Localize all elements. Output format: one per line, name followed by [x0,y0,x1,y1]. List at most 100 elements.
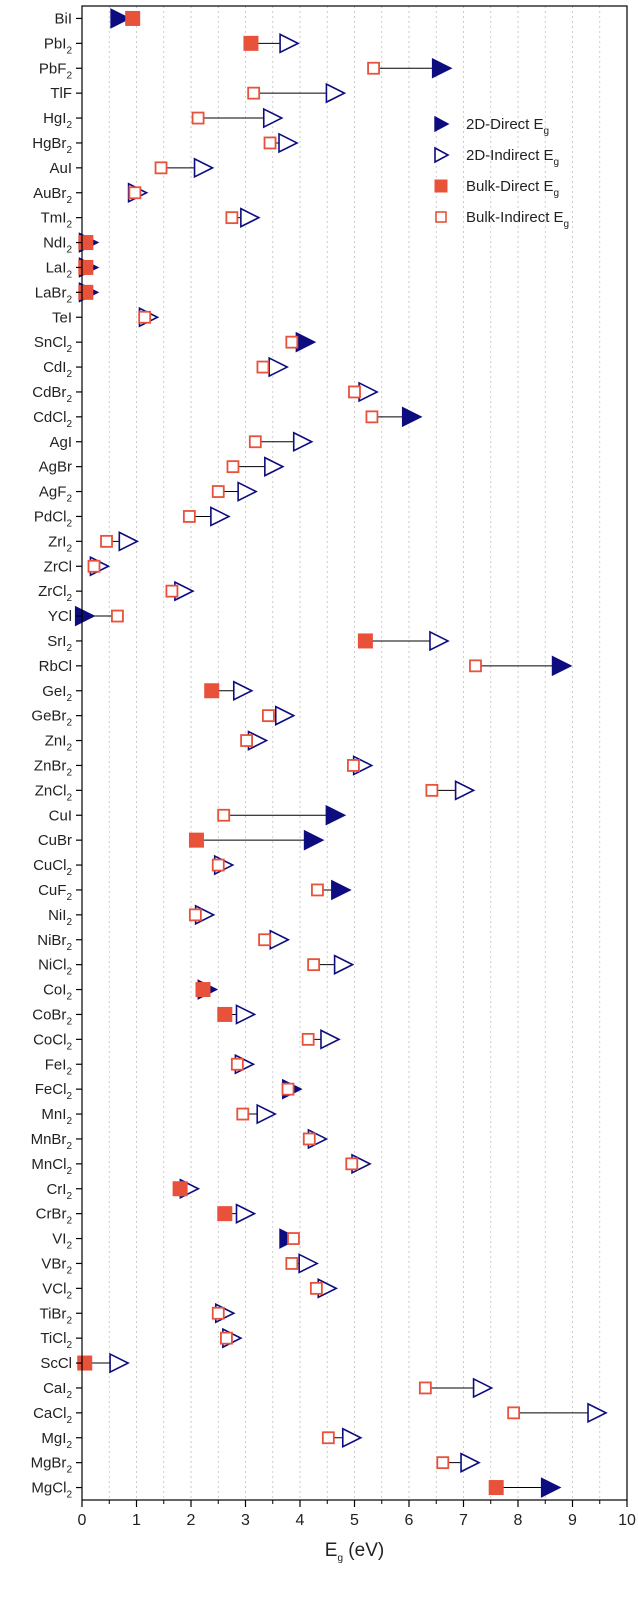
bulk-indirect-marker [236,1107,250,1121]
legend-label-sub: g [564,219,570,230]
bulk-indirect-marker [138,310,152,324]
bulk-indirect-marker [507,1406,521,1420]
2d-indirect-marker [298,1253,319,1274]
category-label-sub: 2 [66,743,72,754]
category-label: CoBr2 [32,1006,72,1027]
category-label-main: VCl [42,1280,66,1297]
category-label-main: FeCl [35,1081,67,1098]
2d-direct-marker [325,804,347,826]
category-label-main: HgI [43,110,66,127]
2d-indirect-marker [269,929,291,951]
category-label-sub: 2 [66,1141,72,1152]
2d-direct-marker [431,57,453,79]
category-label-main: TeI [52,309,72,326]
legend-2d-indirect-symbol [434,146,450,164]
category-label: NiI2 [48,907,72,928]
2d-indirect-marker [325,82,347,104]
category-label: MgCl2 [31,1480,72,1501]
2d-indirect-marker [262,107,284,129]
category-label: BiI [54,10,72,27]
bulk-indirect-marker [469,659,482,673]
bulk-indirect-marker [301,1032,315,1046]
category-label-main: AgBr [39,459,72,476]
bulk-indirect-marker [211,485,225,498]
x-axis-title-sub: g [337,1553,343,1564]
category-label-sub: 2 [66,294,72,305]
category-label-main: MgCl [31,1480,66,1497]
category-label-sub: 2 [66,1241,72,1252]
2d-indirect-marker [268,356,289,378]
bulk-indirect-marker [425,783,439,797]
category-label-sub: 2 [66,1041,72,1052]
bulk-direct-marker [217,1206,233,1222]
category-label-sub: 2 [66,220,72,231]
category-label-main: PbF [39,60,67,77]
category-label: ZnCl2 [35,782,73,803]
legend-label-main: 2D-Indirect E [466,147,554,164]
category-label-main: TiBr [39,1305,66,1322]
category-label-sub: 2 [66,1415,72,1426]
category-label-main: TiCl [40,1330,66,1347]
bulk-indirect-marker [217,808,231,822]
x-tick-label: 0 [78,1512,87,1529]
category-label-sub: 2 [66,1340,72,1351]
category-label: CaCl2 [33,1405,72,1426]
category-label-main: AuBr [33,185,66,202]
category-label: ZrCl [44,558,72,575]
legend-label-sub: g [554,157,560,168]
category-label: NdI2 [43,235,72,256]
2d-indirect-marker [237,481,258,502]
2d-indirect-marker [587,1402,608,1424]
bulk-indirect-marker [211,1306,225,1320]
category-label-main: PdCl [34,508,67,525]
category-label: VCl2 [42,1280,72,1301]
category-label-main: AuI [49,160,72,177]
category-label: CuBr [38,832,72,849]
category-label-main: LaBr [35,284,67,301]
category-label-main: PbI [44,35,67,52]
category-label: SnCl2 [34,334,73,355]
category-label: FeI2 [45,1056,73,1077]
category-label-sub: 2 [66,593,72,604]
category-label-sub: 2 [66,245,72,256]
category-label-sub: 2 [66,70,72,81]
2d-direct-marker [295,331,317,353]
category-label: MnI2 [41,1106,72,1127]
bulk-indirect-marker [348,385,361,399]
category-label: PbI2 [44,35,73,56]
category-label-sub: 2 [66,543,72,554]
category-label-main: CoBr [32,1006,66,1023]
bulk-direct-marker [188,832,204,848]
category-label-sub: 2 [66,1166,72,1177]
category-label-main: CdCl [33,409,66,426]
bulk-direct-marker [357,633,373,649]
x-tick-label: 4 [296,1512,305,1529]
x-axis-title-main: E [325,1540,338,1561]
x-tick-label: 8 [514,1512,523,1529]
category-label: CdI2 [43,359,72,380]
2d-indirect-marker [274,705,296,726]
category-label-main: LaI [46,259,67,276]
2d-indirect-marker [235,1004,257,1025]
2d-indirect-marker [210,506,231,527]
category-label-sub: 2 [66,1465,72,1476]
axis-ticks: 0 1 2 3 4 5 6 7 8 9 10 [76,17,636,1529]
bulk-indirect-marker [321,1431,335,1445]
category-label-main: MgI [41,1430,66,1447]
bulk-indirect-marker [225,211,239,225]
category-label-main: CoI [43,982,66,999]
category-labels: BiIPbI2PbF2TlFHgI2HgBr2AuIAuBr2TmI2NdI2L… [31,10,73,1500]
x-tick-label: 5 [350,1512,359,1529]
category-label: CuCl2 [33,857,72,878]
category-label-main: CdBr [32,384,66,401]
category-label-main: SnCl [34,334,67,351]
category-label-sub: 2 [66,1440,72,1451]
category-label-main: BiI [54,10,72,27]
category-label: CdCl2 [33,409,72,430]
category-label: SrI2 [47,633,72,654]
category-label: FeCl2 [35,1081,73,1102]
category-label-main: CoCl [33,1031,66,1048]
category-label: VI2 [52,1231,72,1252]
category-label-main: RbCl [39,658,72,675]
bulk-indirect-marker [311,883,324,897]
